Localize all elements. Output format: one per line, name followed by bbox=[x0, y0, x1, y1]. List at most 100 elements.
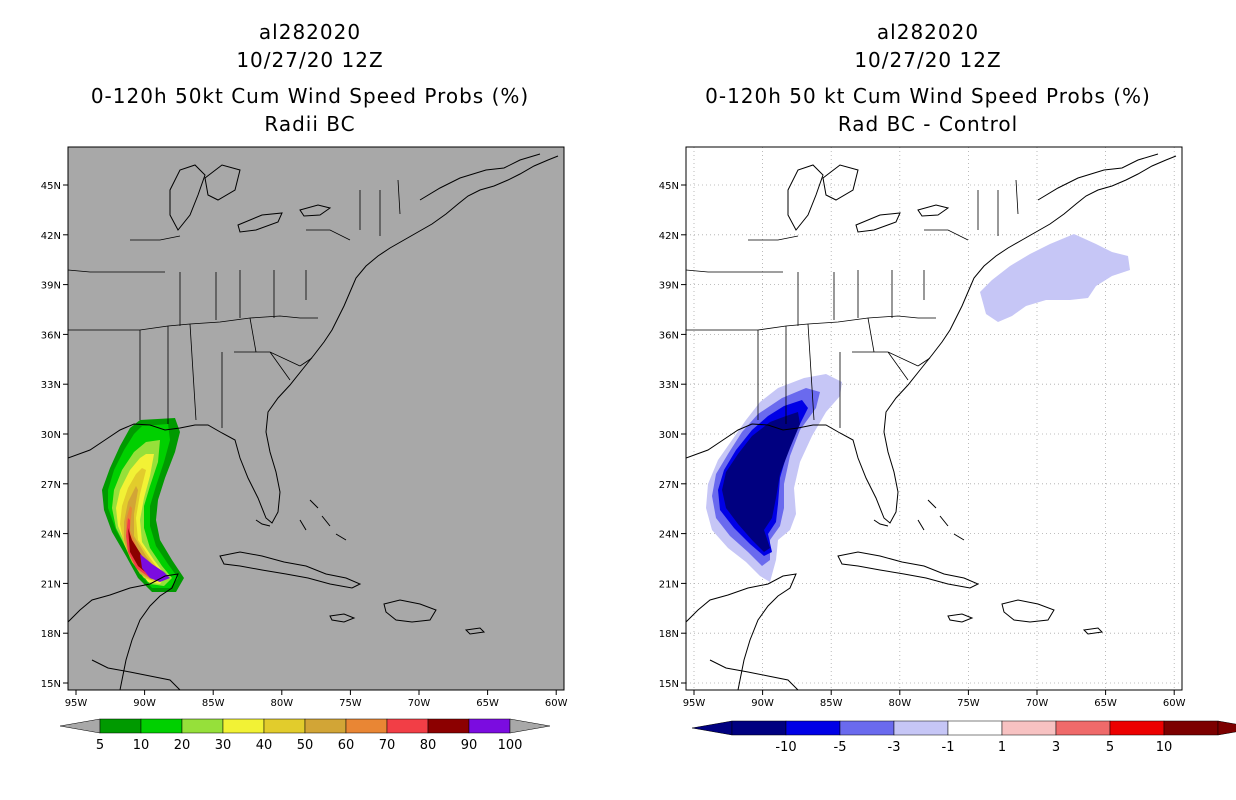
lat-label: 42N bbox=[659, 231, 679, 242]
lat-label: 18N bbox=[659, 629, 679, 640]
lon-label: 95W bbox=[683, 698, 706, 709]
left-title-line2: Radii BC bbox=[264, 112, 356, 136]
lat-label: 24N bbox=[41, 530, 61, 541]
lat-label: 42N bbox=[41, 231, 61, 242]
legend-label: 1 bbox=[998, 740, 1006, 755]
legend-label: 5 bbox=[96, 738, 104, 753]
left-datetime: 10/27/20 12Z bbox=[236, 48, 384, 72]
lat-label: 27N bbox=[659, 480, 679, 491]
legend-swatch bbox=[1109, 720, 1165, 736]
lat-label: 18N bbox=[41, 629, 61, 640]
right-title-block: al282020 10/27/20 12Z 0-120h 50 kt Cum W… bbox=[678, 18, 1178, 138]
lon-label: 70W bbox=[1026, 698, 1049, 709]
lat-label: 36N bbox=[659, 330, 679, 341]
legend-label: 70 bbox=[379, 738, 396, 753]
legend-swatch bbox=[468, 718, 511, 734]
prob-30-contour bbox=[116, 454, 166, 584]
left-storm-id: al282020 bbox=[258, 20, 362, 44]
legend-label: 30 bbox=[215, 738, 232, 753]
lon-label: 80W bbox=[888, 698, 911, 709]
prob-90-contour bbox=[140, 554, 170, 582]
lon-label: 75W bbox=[957, 698, 980, 709]
legend-swatch bbox=[1001, 720, 1057, 736]
lon-label: 75W bbox=[339, 698, 362, 709]
legend-swatch bbox=[947, 720, 1003, 736]
legend-swatch bbox=[731, 720, 787, 736]
lat-label: 45N bbox=[41, 181, 61, 192]
right-axis-ticks: 15N 18N 21N 24N 27N 30N 33N 36N 39N 42N 45N 95W 90W 8… bbox=[659, 181, 1186, 709]
legend-swatch bbox=[839, 720, 895, 736]
lat-label: 15N bbox=[41, 679, 61, 690]
legend-label: -1 bbox=[942, 740, 955, 755]
lon-label: 85W bbox=[820, 698, 843, 709]
diff-minus10-contour bbox=[722, 412, 800, 552]
lat-label: 45N bbox=[659, 181, 679, 192]
lat-label: 15N bbox=[659, 679, 679, 690]
lat-label: 27N bbox=[41, 480, 61, 491]
legend-label: -10 bbox=[775, 740, 796, 755]
right-storm-id: al282020 bbox=[876, 20, 980, 44]
legend-arrow-high bbox=[1217, 720, 1236, 736]
legend-label: 60 bbox=[338, 738, 355, 753]
lat-label: 33N bbox=[41, 380, 61, 391]
lat-label: 21N bbox=[659, 579, 679, 590]
lon-label: 65W bbox=[476, 698, 499, 709]
left-map-frame bbox=[67, 146, 565, 691]
lon-label: 80W bbox=[270, 698, 293, 709]
left-map-background bbox=[68, 147, 564, 690]
legend-label: -5 bbox=[834, 740, 847, 755]
legend-swatch bbox=[263, 718, 306, 734]
left-map: 15N 18N 21N 24N 27N 30N 33N 36N 39N 42N 45N 95W 90W 8… bbox=[41, 146, 568, 709]
legend-label: 100 bbox=[498, 738, 523, 753]
legend-arrow-low bbox=[59, 718, 101, 734]
lon-label: 70W bbox=[408, 698, 431, 709]
right-datetime: 10/27/20 12Z bbox=[854, 48, 1002, 72]
legend-swatch bbox=[222, 718, 265, 734]
legend-label: 3 bbox=[1052, 740, 1060, 755]
lat-label: 30N bbox=[659, 430, 679, 441]
legend-swatch bbox=[304, 718, 347, 734]
lon-label: 60W bbox=[1163, 698, 1186, 709]
right-map-gridlines bbox=[686, 147, 1182, 690]
legend-swatch bbox=[893, 720, 949, 736]
lon-label: 95W bbox=[65, 698, 88, 709]
right-map: 15N 18N 21N 24N 27N 30N 33N 36N 39N 42N 45N 95W 90W 8… bbox=[659, 146, 1186, 709]
diff-minus1-ne-contour bbox=[980, 234, 1130, 322]
legend-label: 40 bbox=[256, 738, 273, 753]
legend-label: 90 bbox=[461, 738, 478, 753]
lat-label: 24N bbox=[659, 530, 679, 541]
left-probability-field bbox=[102, 418, 184, 592]
lon-label: 60W bbox=[545, 698, 568, 709]
legend-swatch bbox=[785, 720, 841, 736]
left-title-line1: 0-120h 50kt Cum Wind Speed Probs (%) bbox=[90, 84, 530, 108]
legend-arrow-low bbox=[691, 720, 733, 736]
legend-label: 50 bbox=[297, 738, 314, 753]
right-title-line2: Rad BC - Control bbox=[837, 112, 1019, 136]
left-axis-ticks: 15N 18N 21N 24N 27N 30N 33N 36N 39N 42N 45N 95W 90W 8… bbox=[41, 181, 568, 709]
lon-label: 90W bbox=[751, 698, 774, 709]
legend-label: 80 bbox=[420, 738, 437, 753]
legend-swatch bbox=[1163, 720, 1219, 736]
lat-label: 21N bbox=[41, 579, 61, 590]
left-legend: 5 10 20 30 40 50 60 70 80 90 100 bbox=[59, 718, 551, 753]
legend-swatch bbox=[99, 718, 142, 734]
lat-label: 39N bbox=[659, 281, 679, 292]
lat-label: 30N bbox=[41, 430, 61, 441]
legend-swatch bbox=[386, 718, 429, 734]
legend-label: 5 bbox=[1106, 740, 1114, 755]
legend-label: -3 bbox=[888, 740, 901, 755]
right-legend: -10 -5 -3 -1 1 3 5 10 bbox=[691, 720, 1236, 755]
legend-label: 10 bbox=[133, 738, 150, 753]
lat-label: 36N bbox=[41, 330, 61, 341]
lat-label: 33N bbox=[659, 380, 679, 391]
legend-swatch bbox=[345, 718, 388, 734]
right-title-line1: 0-120h 50 kt Cum Wind Speed Probs (%) bbox=[705, 84, 1151, 108]
right-map-frame bbox=[685, 146, 1183, 691]
legend-label: 20 bbox=[174, 738, 191, 753]
left-title-block: al282020 10/27/20 12Z 0-120h 50kt Cum Wi… bbox=[60, 18, 560, 138]
lat-label: 39N bbox=[41, 281, 61, 292]
legend-arrow-high bbox=[509, 718, 551, 734]
legend-swatch bbox=[427, 718, 470, 734]
